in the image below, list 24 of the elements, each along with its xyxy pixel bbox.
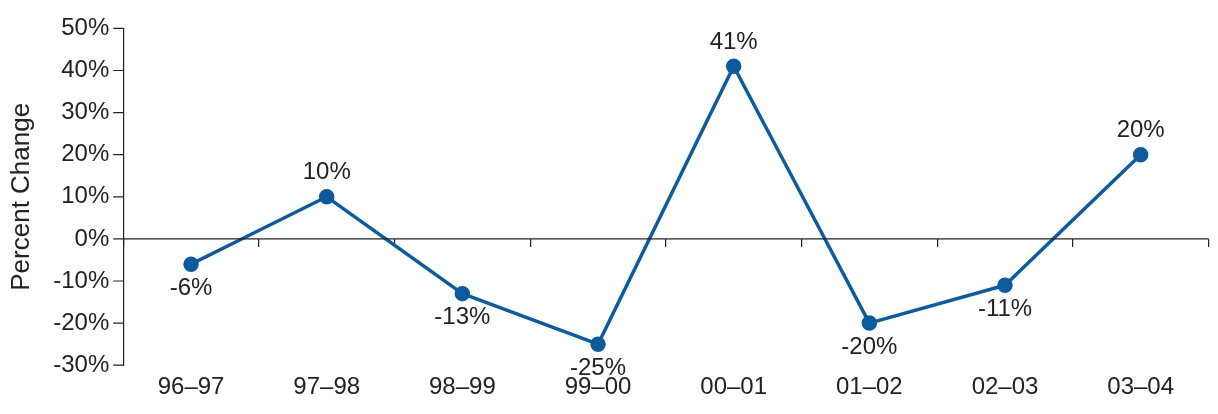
data-label: 20%	[1116, 115, 1165, 143]
x-tick-label: 96–97	[157, 372, 225, 400]
y-tick-label: 10%	[61, 181, 110, 209]
y-tick-label: 0%	[74, 223, 110, 251]
x-tick-label: 98–99	[429, 372, 496, 400]
x-tick-label: 02–03	[971, 372, 1039, 400]
y-tick-label: 40%	[61, 55, 110, 83]
y-axis-title: Percent Change	[4, 102, 35, 291]
data-label: 10%	[302, 157, 351, 185]
x-tick-label: 01–02	[835, 372, 903, 400]
data-label: -13%	[434, 302, 491, 330]
x-tick-label: 97–98	[293, 372, 361, 400]
data-label: -6%	[169, 272, 213, 300]
y-tick-label: 20%	[61, 139, 110, 167]
x-tick-label: 03–04	[1107, 372, 1175, 400]
data-label: -20%	[841, 331, 898, 359]
data-label: 41%	[709, 26, 758, 54]
y-tick-label: -10%	[53, 265, 110, 293]
y-tick-label: -20%	[53, 307, 110, 335]
data-label: -11%	[977, 293, 1033, 321]
x-tick-label: 00–01	[700, 372, 768, 400]
y-tick-label: -30%	[53, 349, 110, 377]
y-tick-label: 50%	[61, 13, 110, 41]
y-tick-label: 30%	[61, 97, 110, 125]
